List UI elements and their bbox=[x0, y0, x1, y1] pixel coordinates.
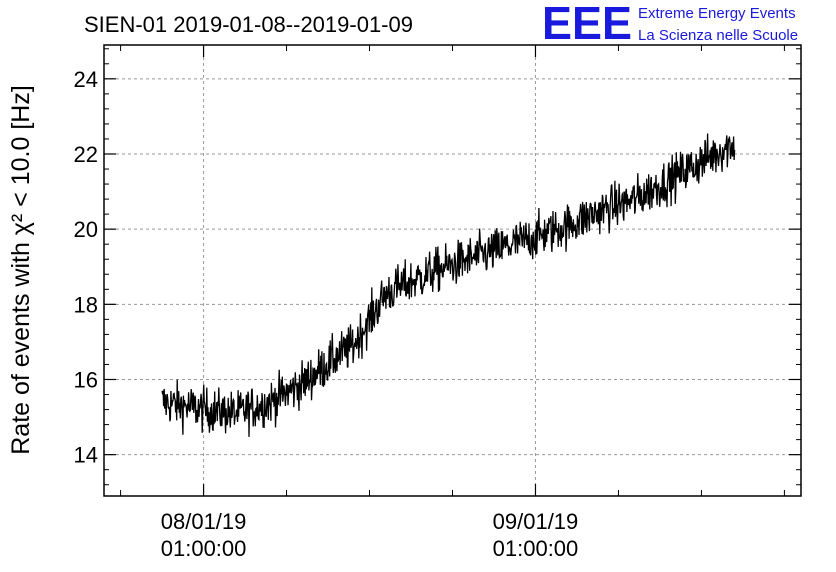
label-layer: 14161820222408/01/1901:00:0009/01/1901:0… bbox=[74, 67, 579, 561]
y-tick-label: 16 bbox=[74, 367, 98, 392]
x-tick-label-date: 09/01/19 bbox=[493, 509, 579, 534]
logo-line1: Extreme Energy Events bbox=[638, 5, 796, 22]
series-layer bbox=[161, 133, 736, 437]
y-tick-label: 22 bbox=[74, 142, 98, 167]
logo-letters: EEE bbox=[542, 0, 632, 49]
y-axis-label: Rate of events with χ² < 10.0 [Hz] bbox=[7, 85, 35, 455]
y-tick-label: 20 bbox=[74, 217, 98, 242]
rate-series-line bbox=[161, 133, 736, 437]
x-tick-label-time: 01:00:00 bbox=[493, 536, 579, 561]
x-tick-label-time: 01:00:00 bbox=[161, 536, 247, 561]
eee-logo: EEE Extreme Energy Events La Scienza nel… bbox=[542, 0, 798, 49]
chart-title: SIEN-01 2019-01-08--2019-01-09 bbox=[84, 12, 413, 37]
y-tick-label: 24 bbox=[74, 67, 98, 92]
y-tick-label: 18 bbox=[74, 292, 98, 317]
tick-layer bbox=[104, 45, 801, 496]
grid-layer bbox=[104, 45, 801, 496]
logo-line2: La Scienza nelle Scuole bbox=[638, 27, 798, 44]
x-tick-label-date: 08/01/19 bbox=[161, 509, 247, 534]
y-tick-label: 14 bbox=[74, 443, 98, 468]
